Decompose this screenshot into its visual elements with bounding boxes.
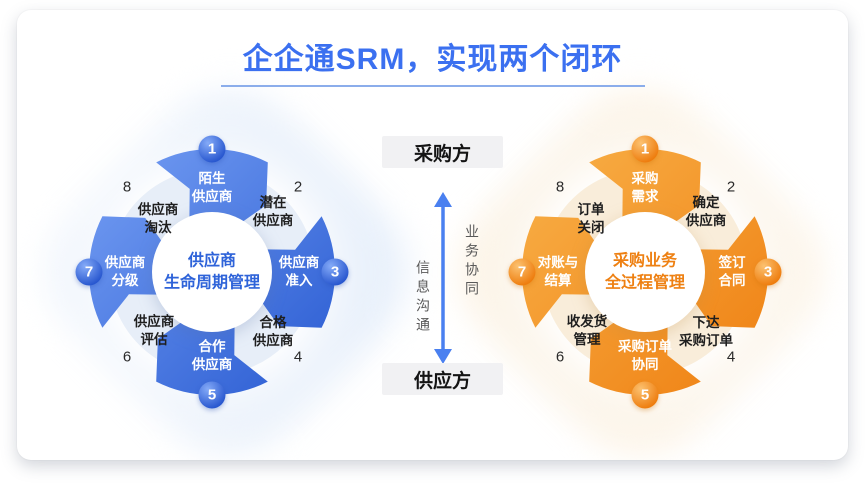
two-way-arrow xyxy=(434,192,452,364)
procurement-arrow-segment-1 xyxy=(589,149,701,228)
buyer-label-box: 采购方 xyxy=(382,136,503,168)
procurement-arrow-segment-3 xyxy=(689,216,768,328)
procurement-step-badge-3: 3 xyxy=(754,258,782,286)
arrow-down-head xyxy=(434,349,452,364)
procurement-step-number-6: 6 xyxy=(555,348,565,366)
lifecycle-stage-3-label: 供应商 准入 xyxy=(278,255,320,288)
lifecycle-step-number-6: 6 xyxy=(122,348,132,366)
lifecycle-arrow-segment-1 xyxy=(156,149,268,228)
procurement-stage-2-label: 确定 供应商 xyxy=(685,195,727,228)
procurement-stage-4-label: 下达 采购订单 xyxy=(679,315,733,348)
business-collaboration-label: 业务协同 xyxy=(464,224,480,300)
procurement-arrow-segment-5 xyxy=(589,316,701,395)
information-communication-label: 信息沟通 xyxy=(415,260,431,336)
supplier-label: 供应方 xyxy=(413,370,471,392)
procurement-center-label: 采购业务 全过程管理 xyxy=(605,250,685,293)
procurement-stage-8-label: 订单 关闭 xyxy=(577,202,605,235)
procurement-arrow-segment-7 xyxy=(522,216,601,328)
lifecycle-arrow-segment-5 xyxy=(156,316,268,395)
lifecycle-stage-2-label: 潜在 供应商 xyxy=(252,195,294,228)
procurement-stage-5-label: 采购订单 协同 xyxy=(618,339,672,372)
procurement-step-number-8: 8 xyxy=(555,178,565,196)
lifecycle-center-line1: 供应商 xyxy=(187,252,237,270)
procurement-center-line1: 采购业务 xyxy=(612,252,678,270)
lifecycle-center-line2: 生命周期管理 xyxy=(163,274,261,291)
lifecycle-arrow-segment-7 xyxy=(89,216,168,328)
lifecycle-stage-8-label: 供应商 淘汰 xyxy=(137,202,179,235)
lifecycle-step-badge-3: 3 xyxy=(321,258,349,286)
lifecycle-stage-4-label: 合格 供应商 xyxy=(252,315,294,348)
slide-title: 企企通SRM，实现两个闭环 xyxy=(242,43,623,76)
slide-card: 企企通SRM，实现两个闭环 供应商 生命周期管理 1 3 5 7 陌生 供 xyxy=(17,10,848,460)
lifecycle-stage-7-label: 供应商 分级 xyxy=(104,255,146,288)
lifecycle-step-badge-1: 1 xyxy=(198,135,226,163)
lifecycle-step-badge-7: 7 xyxy=(75,258,103,286)
procurement-step-number-2: 2 xyxy=(726,178,736,196)
lifecycle-arrow-segment-3 xyxy=(256,216,335,328)
procurement-stage-3-label: 签订 合同 xyxy=(718,255,746,288)
procurement-wheel-graphic xyxy=(522,149,768,395)
lifecycle-step-number-8: 8 xyxy=(122,178,132,196)
supplier-wheel-graphic xyxy=(89,149,335,395)
buyer-label: 采购方 xyxy=(413,143,471,165)
lifecycle-center-label: 供应商 生命周期管理 xyxy=(164,250,260,293)
procurement-stage-1-label: 采购 需求 xyxy=(631,171,659,204)
title-underline xyxy=(220,85,645,87)
procurement-step-badge-5: 5 xyxy=(631,381,659,409)
procurement-stage-6-label: 收发货 管理 xyxy=(566,314,608,347)
procurement-step-badge-1: 1 xyxy=(631,135,659,163)
lifecycle-hub xyxy=(152,212,272,332)
procurement-hub xyxy=(585,212,705,332)
lifecycle-stage-5-label: 合作 供应商 xyxy=(191,339,233,372)
lifecycle-stage-6-label: 供应商 评估 xyxy=(133,314,175,347)
lifecycle-step-number-4: 4 xyxy=(293,348,303,366)
supplier-lifecycle-wheel: 供应商 生命周期管理 1 3 5 7 陌生 供应商 供应商 准入 合作 供应商 … xyxy=(32,92,392,452)
lifecycle-step-badge-5: 5 xyxy=(198,381,226,409)
arrow-up-head xyxy=(434,192,452,207)
procurement-stage-7-label: 对账与 结算 xyxy=(537,255,579,288)
procurement-step-number-4: 4 xyxy=(726,348,736,366)
lifecycle-stage-1-label: 陌生 供应商 xyxy=(191,171,233,204)
procurement-process-wheel: 采购业务 全过程管理 1 3 5 7 采购 需求 签订 合同 采购订单 协同 对… xyxy=(465,92,825,452)
supplier-label-box: 供应方 xyxy=(382,363,503,395)
procurement-center-line2: 全过程管理 xyxy=(604,274,686,291)
lifecycle-step-number-2: 2 xyxy=(293,178,303,196)
procurement-step-badge-7: 7 xyxy=(508,258,536,286)
